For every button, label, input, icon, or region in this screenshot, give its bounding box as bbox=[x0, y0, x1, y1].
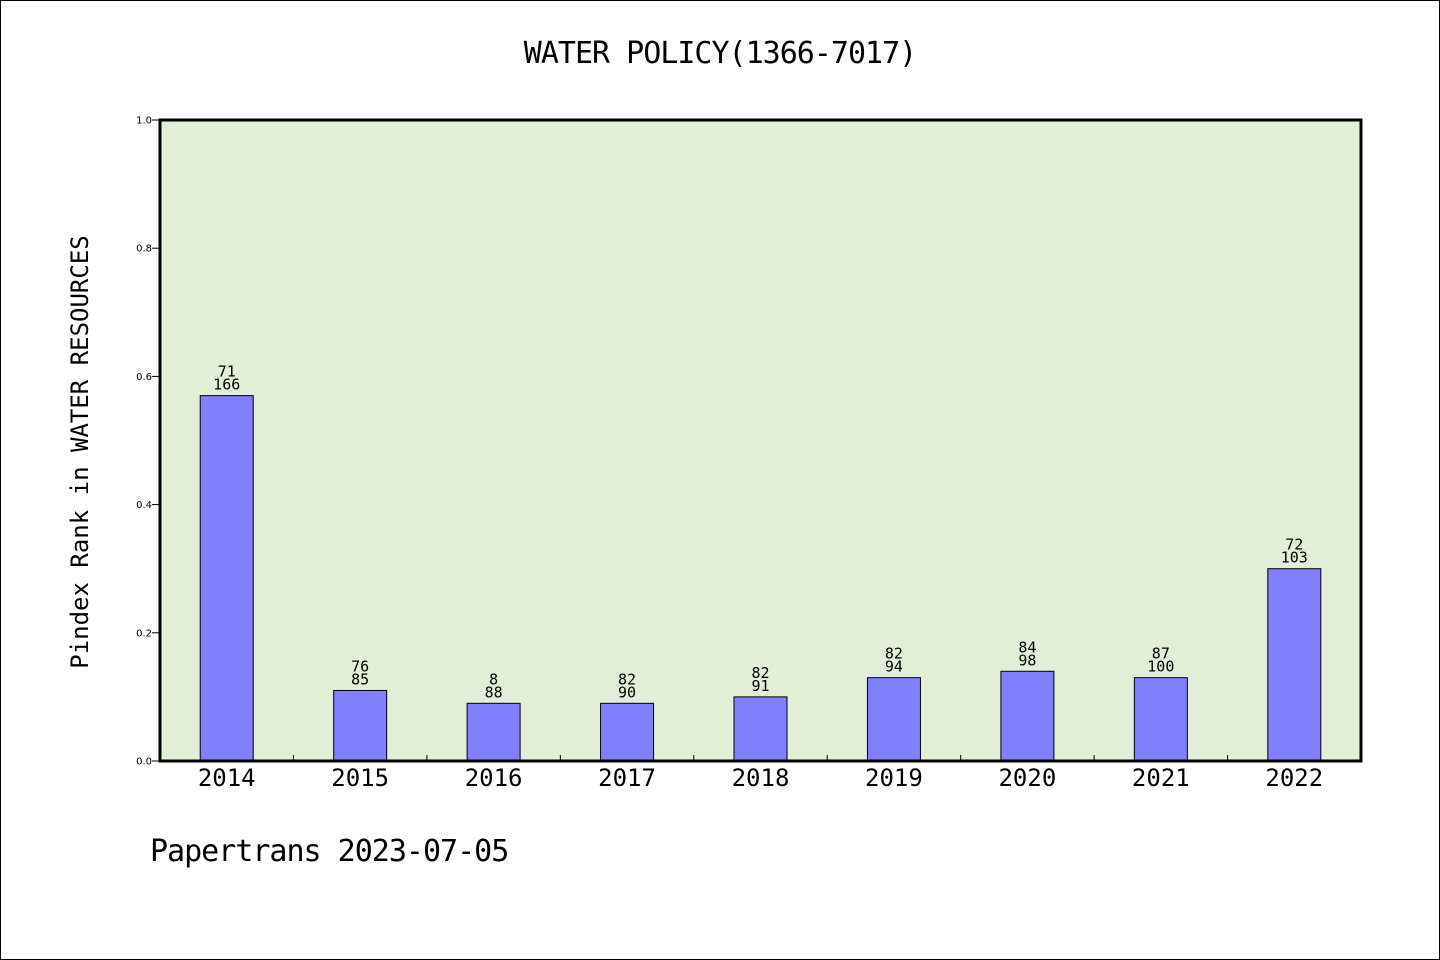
bar-2017 bbox=[600, 702, 655, 762]
y-tick-label: 0.8 bbox=[136, 244, 152, 255]
bar-rank-label: 76 bbox=[351, 657, 369, 675]
plot-border bbox=[158, 118, 1363, 763]
plot-area bbox=[160, 120, 1361, 761]
x-tick-label: 2019 bbox=[865, 764, 923, 792]
bar-2015 bbox=[333, 689, 388, 762]
bar-total-label: 166 bbox=[213, 376, 240, 394]
y-tick-label: 0.2 bbox=[136, 628, 152, 639]
x-tick-label: 2020 bbox=[998, 764, 1056, 792]
bar-2022 bbox=[1267, 568, 1322, 762]
bar-total-label: 88 bbox=[485, 683, 503, 701]
x-tick-label: 2014 bbox=[198, 764, 256, 792]
y-ticks-group: 0.0 0.2 0.4 0.6 0.8 1.0 bbox=[136, 116, 160, 768]
y-tick-label: 0.0 bbox=[136, 757, 152, 768]
x-tick-label: 2017 bbox=[598, 764, 656, 792]
bar-2021 bbox=[1133, 677, 1188, 762]
y-tick-label: 1.0 bbox=[136, 116, 152, 127]
bar-total-label: 94 bbox=[885, 658, 903, 676]
bar-rank-label: 82 bbox=[751, 664, 769, 682]
y-tick-label: 0.4 bbox=[136, 500, 152, 511]
bar-rank-label: 82 bbox=[618, 670, 636, 688]
bar-rank-label: 71 bbox=[218, 363, 236, 381]
bar-total-label: 98 bbox=[1018, 651, 1036, 669]
chart-title: WATER POLICY(1366-7017) bbox=[523, 36, 917, 71]
bars-group bbox=[199, 395, 1322, 762]
bar-2019 bbox=[866, 677, 921, 762]
bar-rank-label: 82 bbox=[885, 645, 903, 663]
bar-total-label: 103 bbox=[1281, 549, 1308, 567]
bar-total-label: 91 bbox=[751, 677, 769, 695]
bar-2016 bbox=[466, 702, 521, 762]
x-tick-label: 2022 bbox=[1265, 764, 1323, 792]
bar-rank-label: 84 bbox=[1018, 638, 1036, 656]
bar-rank-label: 8 bbox=[489, 670, 498, 688]
footer-credit: Papertrans 2023-07-05 bbox=[150, 834, 509, 869]
bar-total-label: 90 bbox=[618, 683, 636, 701]
bar-rank-label: 72 bbox=[1285, 536, 1303, 554]
bar-total-label: 100 bbox=[1147, 658, 1174, 676]
bar-2018 bbox=[733, 696, 788, 762]
bar-total-label: 85 bbox=[351, 670, 369, 688]
y-tick-label: 0.6 bbox=[136, 372, 152, 383]
bar-rank-label: 87 bbox=[1152, 645, 1170, 663]
bar-2020 bbox=[1000, 670, 1055, 762]
x-tick-label: 2016 bbox=[465, 764, 523, 792]
x-ticks-group: 2014 2015 2016 2017 2018 2019 2020 2021 2022 bbox=[198, 755, 1323, 792]
bar-2014 bbox=[199, 395, 254, 762]
x-tick-label: 2015 bbox=[331, 764, 389, 792]
x-tick-label: 2021 bbox=[1132, 764, 1190, 792]
x-tick-label: 2018 bbox=[732, 764, 790, 792]
